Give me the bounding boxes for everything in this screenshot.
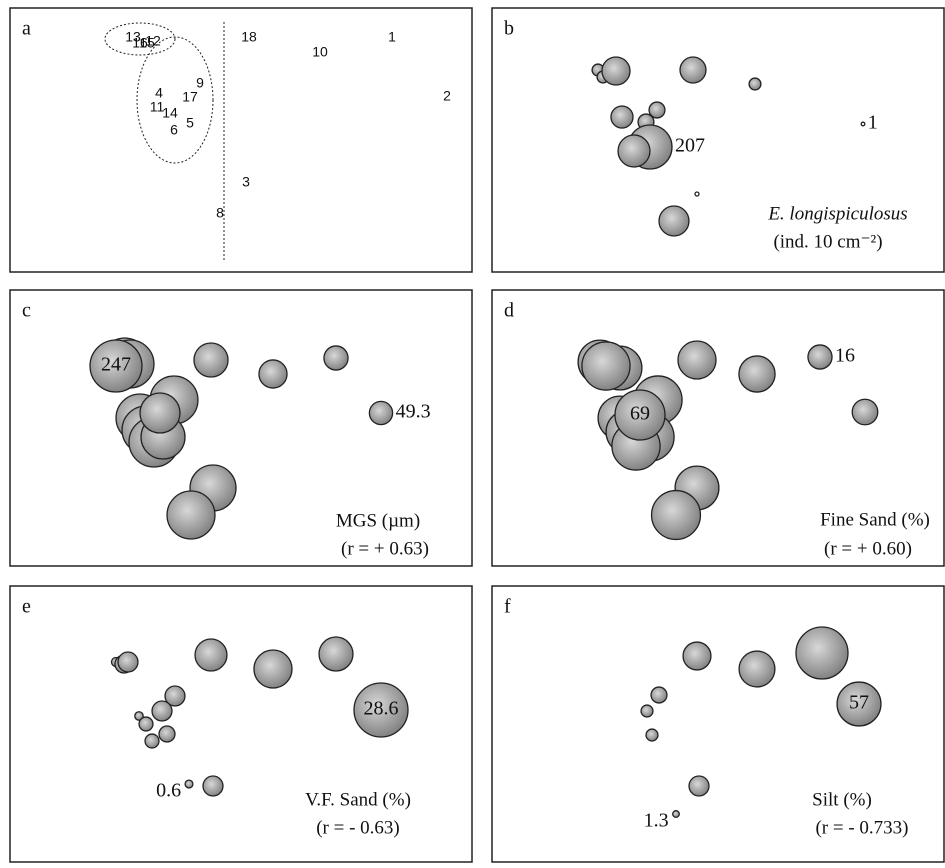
data-label: 247 <box>101 354 131 376</box>
bubble <box>738 355 776 393</box>
bubble <box>368 400 394 426</box>
bubble <box>193 342 229 378</box>
bubble <box>601 56 631 86</box>
bubble <box>795 626 849 680</box>
bubble <box>650 489 702 541</box>
bubble <box>677 340 717 380</box>
bubble <box>184 779 194 789</box>
station-label: 9 <box>196 75 204 91</box>
panel-subtitle: (ind. 10 cm⁻²) <box>773 231 882 252</box>
bubble <box>258 359 288 389</box>
panel-label: e <box>22 596 31 618</box>
bubble <box>158 725 176 743</box>
data-label: 1 <box>868 112 878 134</box>
panel-subtitle: (r = + 0.63) <box>341 538 429 559</box>
station-label: 2 <box>443 88 451 104</box>
station-label: 12 <box>145 33 161 49</box>
station-label: 3 <box>242 174 250 190</box>
station-label: 6 <box>170 122 178 138</box>
bubble <box>166 490 216 540</box>
panel-frame <box>9 289 473 567</box>
station-label: 8 <box>216 205 224 221</box>
bubble <box>353 682 409 738</box>
panel-frame <box>9 585 473 863</box>
data-label: 0.6 <box>156 780 181 802</box>
bubble <box>194 638 228 672</box>
panel-title: Fine Sand (%) <box>820 509 930 530</box>
cluster-ellipse <box>136 36 214 164</box>
data-label: 49.3 <box>396 401 431 423</box>
panel-frame <box>491 585 945 863</box>
bubble <box>253 649 293 689</box>
station-label: 11 <box>150 99 165 115</box>
bubble <box>738 650 776 688</box>
data-label: 16 <box>835 345 855 367</box>
panel-title: Silt (%) <box>812 789 872 810</box>
bubble <box>658 205 690 237</box>
bubble <box>688 775 710 797</box>
station-label: 10 <box>312 44 328 60</box>
bubble <box>694 191 700 197</box>
data-label: 1.3 <box>644 810 669 832</box>
bubble <box>581 341 631 391</box>
bubble <box>134 711 144 721</box>
panel-title: E. longispiculosus <box>767 203 907 224</box>
bubble <box>323 345 349 371</box>
panel-frame <box>491 289 945 567</box>
bubble <box>748 77 762 91</box>
bubble <box>851 398 879 426</box>
panel-subtitle: (r = + 0.60) <box>824 538 912 559</box>
bubble <box>202 775 224 797</box>
bubble <box>144 733 160 749</box>
station-label: 14 <box>162 105 178 121</box>
station-label: 13 <box>125 29 141 45</box>
bubble <box>318 636 354 672</box>
bubble <box>138 716 154 732</box>
data-label: 69 <box>630 403 650 425</box>
data-label: 28.6 <box>364 698 399 720</box>
station-label: 4 <box>155 85 163 101</box>
panel-title: MGS (µm) <box>336 510 420 531</box>
bubble <box>614 389 666 441</box>
panel-subtitle: (r = - 0.733) <box>815 817 908 838</box>
bubble <box>117 651 139 673</box>
bubble <box>139 392 181 434</box>
station-label: 17 <box>182 89 198 105</box>
station-label: 1 <box>388 29 396 45</box>
panel-label: a <box>22 18 31 40</box>
bubble <box>89 339 143 393</box>
bubble <box>807 344 833 370</box>
panel-label: d <box>504 300 514 322</box>
bubble <box>617 134 651 168</box>
station-label: 5 <box>186 115 194 131</box>
panel-label: c <box>22 300 31 322</box>
bubble <box>648 101 666 119</box>
bubble <box>610 105 634 129</box>
bubble <box>645 728 659 742</box>
panel-subtitle: (r = - 0.63) <box>316 817 400 838</box>
bubble <box>672 810 680 818</box>
station-label: 16 <box>132 35 148 51</box>
station-label: 15 <box>139 35 155 51</box>
panel-frame <box>9 7 473 273</box>
bubble <box>860 121 866 127</box>
data-label: 207 <box>675 135 705 157</box>
panel-title: V.F. Sand (%) <box>305 789 411 810</box>
panel-label: b <box>504 18 514 40</box>
bubble <box>640 704 654 718</box>
bubble <box>836 681 882 727</box>
data-label: 57 <box>849 692 869 714</box>
bubble <box>164 685 186 707</box>
bubble <box>679 56 707 84</box>
panel-frame <box>491 7 945 273</box>
bubble <box>151 700 173 722</box>
bubble <box>682 641 712 671</box>
bubble <box>650 686 668 704</box>
station-label: 18 <box>241 29 257 45</box>
panel-label: f <box>504 596 511 618</box>
cluster-ellipse <box>104 22 176 56</box>
